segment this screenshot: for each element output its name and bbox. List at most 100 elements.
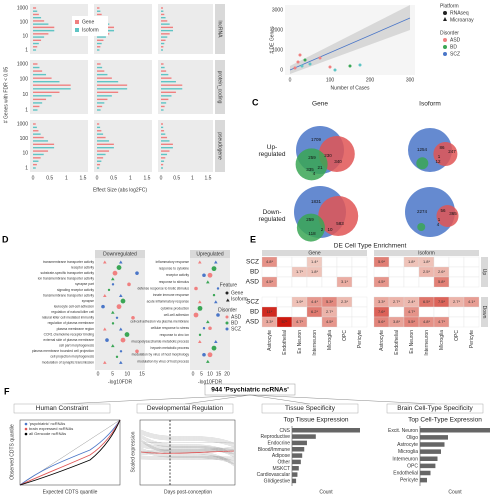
venn-count: 1254 bbox=[417, 147, 428, 152]
x-tick-label: 300 bbox=[406, 77, 415, 83]
dot bbox=[208, 326, 212, 331]
strip-label: lncRNA bbox=[217, 21, 223, 39]
x-tick-label: OPC bbox=[454, 330, 460, 341]
dot bbox=[207, 352, 213, 358]
cell-value: 1.7* bbox=[296, 269, 304, 274]
y-tick-label: 100 bbox=[20, 77, 29, 83]
trajectory bbox=[140, 457, 235, 460]
y-tick-label: 1000 bbox=[17, 121, 28, 127]
x-tick-label: 0 bbox=[97, 371, 100, 377]
connector bbox=[249, 394, 311, 405]
dot bbox=[194, 286, 198, 291]
dot bbox=[119, 260, 123, 264]
category-label: Excit. Neuron bbox=[388, 428, 418, 434]
term-label: response to zinc ion bbox=[160, 333, 189, 337]
heatmap-cell bbox=[321, 266, 338, 278]
point bbox=[300, 64, 304, 68]
heatmap-cell bbox=[403, 266, 420, 278]
venn-circle bbox=[318, 196, 359, 236]
cell-value: 1.9* bbox=[296, 299, 304, 304]
heatmap-cell bbox=[336, 266, 353, 278]
venn-circle bbox=[436, 205, 459, 227]
dot bbox=[120, 337, 126, 343]
dot bbox=[212, 293, 216, 297]
facet-panel bbox=[158, 4, 213, 54]
category-label: CNS bbox=[279, 428, 290, 434]
trajectory bbox=[140, 433, 235, 448]
legend-key bbox=[225, 321, 229, 325]
strip bbox=[190, 250, 230, 258]
panel-label: E bbox=[250, 234, 256, 244]
legend-label: Gene bbox=[231, 290, 243, 296]
heatmap-cell bbox=[291, 306, 308, 318]
heatmap-cell bbox=[418, 276, 435, 288]
heatmap-cell bbox=[463, 306, 480, 318]
x-tick-label: 1.5 bbox=[205, 175, 212, 181]
connector bbox=[184, 394, 251, 405]
heatmap-cell bbox=[351, 256, 368, 268]
dot bbox=[111, 310, 115, 314]
dot bbox=[103, 260, 107, 264]
venn-count: 12 bbox=[435, 159, 441, 164]
dot bbox=[115, 355, 119, 359]
venn-count: 4 bbox=[437, 222, 440, 227]
point bbox=[298, 53, 302, 57]
dot bbox=[119, 293, 123, 297]
venn-count: 583 bbox=[336, 221, 344, 226]
dot bbox=[124, 332, 130, 337]
cell-value: 3.1* bbox=[341, 279, 349, 284]
qq-line bbox=[19, 419, 121, 486]
cell-value: 4.4* bbox=[311, 299, 319, 304]
row-label: BD bbox=[250, 309, 259, 316]
cell-value: 1.8* bbox=[311, 269, 319, 274]
x-tick-label: 0 bbox=[96, 175, 99, 181]
heatmap-cell bbox=[291, 256, 308, 268]
trajectory bbox=[140, 430, 235, 445]
venn-count: 21 bbox=[317, 165, 323, 170]
category-label: Oligo bbox=[406, 435, 418, 441]
connector bbox=[61, 394, 251, 405]
y-tick-label: 1000 bbox=[17, 5, 28, 11]
connector bbox=[249, 394, 436, 405]
x-tick-label: 0 bbox=[160, 175, 163, 181]
point bbox=[308, 62, 312, 66]
legend-key bbox=[443, 11, 447, 15]
heatmap-cell bbox=[276, 306, 293, 318]
point bbox=[293, 66, 297, 70]
venn-count: 1 bbox=[438, 154, 441, 159]
legend-key bbox=[24, 427, 28, 431]
box bbox=[386, 403, 484, 414]
x-axis-label: Expected CDTS quantile bbox=[43, 489, 98, 495]
term-label: signaling receptor activity bbox=[57, 288, 94, 292]
venn-circle bbox=[416, 157, 429, 170]
legend-label: SCZ bbox=[231, 326, 241, 332]
cell-value: 5.9* bbox=[378, 259, 386, 264]
trajectory bbox=[140, 441, 235, 444]
term-label: regulation of plasma membrane bbox=[48, 321, 95, 325]
venn-count: 365 bbox=[449, 211, 457, 216]
dot bbox=[116, 265, 122, 270]
venn-count: 340 bbox=[334, 159, 342, 164]
legend-key bbox=[443, 45, 447, 49]
point bbox=[333, 68, 337, 72]
x-tick-label: 0.5 bbox=[110, 175, 117, 181]
term-label: response to cytokine bbox=[159, 267, 189, 271]
y-tick-label: 10 bbox=[22, 151, 28, 157]
category-label: Endothelial bbox=[393, 471, 418, 477]
heatmap-cell bbox=[448, 276, 465, 288]
box bbox=[13, 403, 111, 414]
venn-count: 10 bbox=[327, 227, 333, 232]
x-tick-label: Endothelial bbox=[282, 330, 288, 355]
strip-label: protein_coding bbox=[217, 71, 223, 104]
y-tick-label: 1 bbox=[25, 165, 28, 171]
category-label: GI/digestive bbox=[264, 478, 291, 484]
bar bbox=[292, 428, 360, 433]
bar bbox=[292, 453, 303, 458]
box-label: Developmental Regulation bbox=[147, 405, 224, 412]
point bbox=[318, 56, 322, 60]
dot bbox=[216, 287, 220, 290]
cell-value: 4.8* bbox=[266, 259, 274, 264]
cell-value: 2.7* bbox=[393, 299, 401, 304]
category-label: Adipose bbox=[272, 453, 290, 459]
x-axis-label: -log10FDR bbox=[108, 379, 133, 385]
